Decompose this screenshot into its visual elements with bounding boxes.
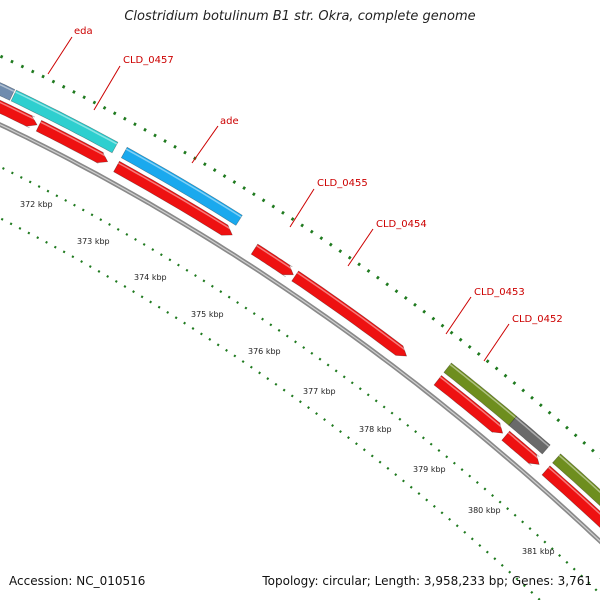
gene-label-eda[interactable]: eda bbox=[47, 26, 93, 75]
cog-feature-track bbox=[0, 82, 600, 507]
cds-feature-arrow bbox=[501, 430, 540, 466]
label-leader-line bbox=[445, 296, 472, 335]
gene-label-text: CLD_0453 bbox=[474, 287, 525, 298]
cds-feature-arrow bbox=[0, 99, 38, 129]
cds-feature-arrow bbox=[541, 465, 600, 528]
cds-feature-arrow-highlight bbox=[439, 376, 505, 430]
cds-feature-arrow-highlight bbox=[40, 121, 109, 158]
gene-label-cld-0457[interactable]: CLD_0457 bbox=[93, 55, 174, 111]
cog-feature-olive bbox=[552, 453, 600, 507]
gene-labels: eda CLD_0457 ade CLD_0455 CLD_0454 CLD_0… bbox=[47, 26, 563, 362]
cog-feature-cyan-highlight bbox=[15, 91, 118, 145]
cds-feature-arrow bbox=[433, 375, 504, 434]
label-leader-line bbox=[47, 36, 73, 75]
cog-feature-gray-highlight bbox=[514, 417, 550, 447]
tick-label-374: 374 kbp bbox=[134, 273, 167, 282]
label-leader-line bbox=[347, 228, 374, 267]
gene-label-cld-0454[interactable]: CLD_0454 bbox=[347, 219, 427, 267]
kbp-tick-labels: 372 kbp 373 kbp 374 kbp 375 kbp 376 kbp … bbox=[20, 200, 555, 556]
backbone-highlight bbox=[0, 123, 600, 542]
tick-label-372: 372 kbp bbox=[20, 200, 53, 209]
gene-label-text: ade bbox=[220, 116, 239, 127]
label-leader-line bbox=[289, 188, 315, 228]
tick-dot-row bbox=[0, 54, 600, 459]
tick-label-378: 378 kbp bbox=[359, 425, 392, 434]
cds-feature-track bbox=[0, 99, 600, 528]
tick-label-376: 376 kbp bbox=[248, 347, 281, 356]
tick-dot-row bbox=[0, 165, 600, 596]
cds-feature-arrow bbox=[250, 243, 294, 278]
gene-label-text: eda bbox=[74, 26, 93, 37]
cog-feature-olive-highlight bbox=[558, 454, 600, 494]
gene-label-text: CLD_0452 bbox=[512, 314, 563, 325]
cog-feature-blue-highlight bbox=[125, 148, 242, 218]
cds-feature-arrow bbox=[113, 160, 233, 236]
accession-text: Accession: NC_010516 bbox=[9, 574, 146, 588]
tick-label-377: 377 kbp bbox=[303, 387, 336, 396]
gene-label-text: CLD_0457 bbox=[123, 55, 174, 66]
gene-label-text: CLD_0454 bbox=[376, 219, 427, 230]
gene-label-ade[interactable]: ade bbox=[191, 116, 239, 164]
cds-feature-arrow-highlight bbox=[0, 101, 38, 122]
cds-feature-arrow-highlight bbox=[507, 432, 541, 461]
cog-feature-slate-highlight bbox=[0, 83, 15, 92]
tick-label-381: 381 kbp bbox=[522, 547, 555, 556]
gene-label-cld-0453[interactable]: CLD_0453 bbox=[445, 287, 525, 335]
cog-feature-slate bbox=[0, 82, 16, 101]
dotted-guide-lines bbox=[0, 54, 600, 600]
backbone-line bbox=[0, 122, 600, 545]
gene-label-text: CLD_0455 bbox=[317, 178, 368, 189]
label-leader-line bbox=[93, 65, 121, 111]
cds-feature-arrow-highlight bbox=[548, 466, 600, 515]
cds-feature-arrow bbox=[291, 270, 408, 357]
genome-backbone bbox=[0, 122, 600, 545]
topology-text: Topology: circular; Length: 3,958,233 bp… bbox=[262, 574, 592, 588]
label-leader-line bbox=[483, 323, 510, 362]
cog-feature-olive-highlight bbox=[449, 363, 516, 419]
gene-label-cld-0455[interactable]: CLD_0455 bbox=[289, 178, 368, 228]
cds-feature-arrow-highlight bbox=[256, 245, 295, 272]
tick-label-380: 380 kbp bbox=[468, 506, 501, 515]
tick-label-375: 375 kbp bbox=[191, 310, 224, 319]
cds-feature-arrow-highlight bbox=[118, 162, 234, 232]
cds-feature-arrow bbox=[35, 119, 109, 164]
cog-feature-cyan bbox=[10, 89, 119, 154]
label-leader-line bbox=[191, 125, 219, 164]
tick-label-379: 379 kbp bbox=[413, 465, 446, 474]
gene-label-cld-0452[interactable]: CLD_0452 bbox=[483, 314, 563, 362]
tick-label-373: 373 kbp bbox=[77, 237, 110, 246]
map-title: Clostridium botulinum B1 str. Okra, comp… bbox=[124, 9, 476, 24]
cog-feature-gray bbox=[508, 415, 551, 455]
cds-feature-arrow-highlight bbox=[296, 272, 408, 353]
cog-feature-blue bbox=[120, 146, 243, 226]
